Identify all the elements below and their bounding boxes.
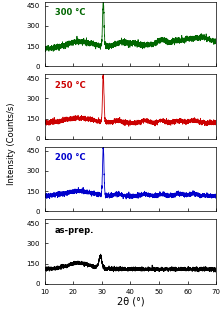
Text: as-prep.: as-prep.: [55, 226, 94, 235]
Text: 250 °C: 250 °C: [55, 80, 86, 90]
Text: 200 °C: 200 °C: [55, 153, 86, 162]
Text: Intensity (Counts/s): Intensity (Counts/s): [7, 102, 16, 185]
Text: 300 °C: 300 °C: [55, 8, 85, 17]
X-axis label: 2θ (°): 2θ (°): [117, 296, 144, 306]
